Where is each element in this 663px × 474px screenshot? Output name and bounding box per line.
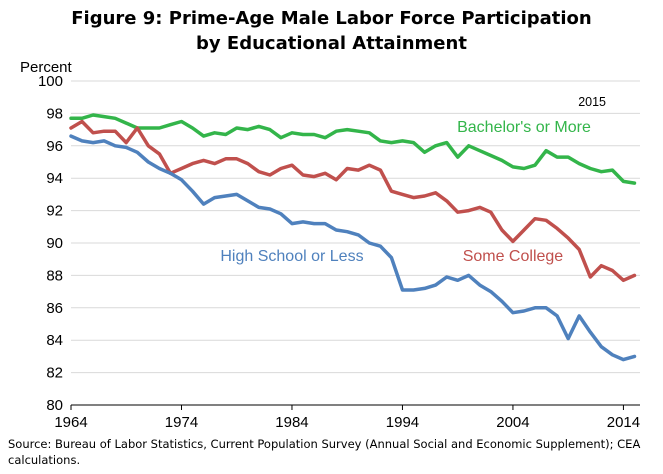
series-line-high-school-or-less: [69, 134, 637, 362]
y-tick-label: 80: [46, 397, 63, 414]
y-tick-label: 94: [46, 170, 63, 187]
x-tick-label: 1984: [275, 414, 308, 431]
series-line-bachelor-s-or-more: [69, 113, 637, 185]
y-tick-label: 92: [46, 203, 63, 220]
y-tick-label: 98: [46, 105, 63, 122]
y-tick-label: 90: [46, 235, 63, 252]
x-tick-label: 2004: [496, 414, 529, 431]
chart-title: Figure 9: Prime-Age Male Labor Force Par…: [0, 6, 663, 56]
series-line-some-college: [69, 119, 637, 283]
x-tick-label: 2014: [607, 414, 640, 431]
chart-title-line-1: Figure 9: Prime-Age Male Labor Force Par…: [71, 8, 592, 29]
series-labels: Bachelor's or More Some College High Schoo…: [220, 119, 591, 265]
y-tick-label: 84: [46, 332, 63, 349]
series-label-some-college: Some College: [463, 248, 564, 265]
year-note: 2015: [578, 95, 606, 109]
gridlines: [71, 80, 640, 374]
series-label-bachelor-s-or-more: Bachelor's or More: [457, 119, 591, 136]
y-tick-label: 100: [38, 73, 63, 90]
y-tick-label: 96: [46, 138, 63, 155]
y-tick-label: 88: [46, 267, 63, 284]
axes: 80 82 84 86 88 90 92 94 96 98 100 1964 1974 1984 1994 2…: [38, 73, 640, 431]
series-label-high-school-or-less: High School or Less: [220, 248, 363, 265]
y-tick-label: 82: [46, 365, 63, 382]
source-note: Source: Bureau of Labor Statistics, Curr…: [8, 437, 641, 467]
series-lines: [69, 113, 637, 362]
x-tick-label: 1974: [165, 414, 198, 431]
y-tick-label: 86: [46, 300, 63, 317]
chart-title-line-2: by Educational Attainment: [196, 33, 467, 54]
x-tick-label: 1994: [386, 414, 419, 431]
y-axis-label: Percent: [20, 59, 73, 76]
x-tick-label: 1964: [54, 414, 87, 431]
